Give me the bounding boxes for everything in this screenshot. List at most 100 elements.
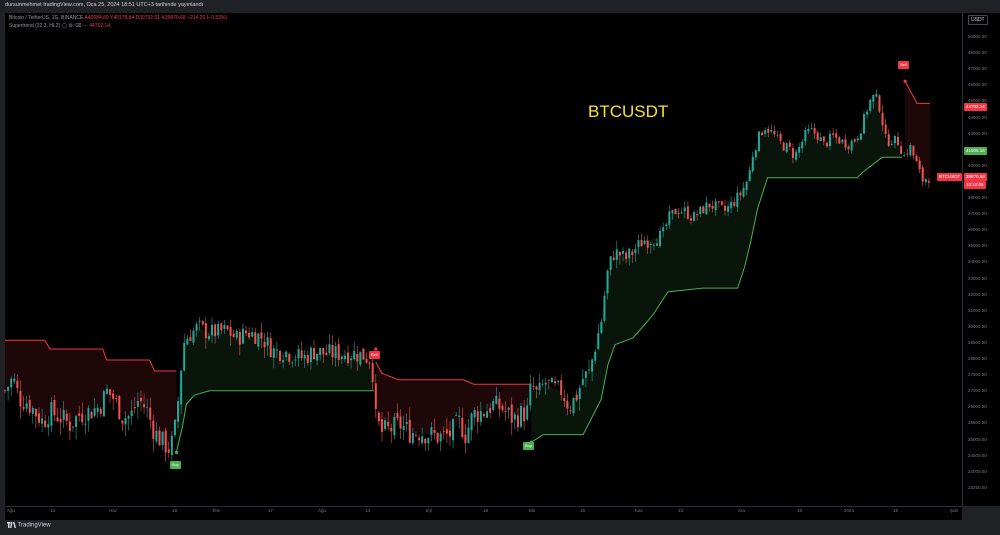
supertrend-fill-2 — [375, 362, 532, 438]
candle-body-241 — [748, 170, 751, 182]
indicator-legend[interactable]: Supertrend (22 3, HL2) ◯ ⚙ ⌫ ⋯ 44702.14 — [9, 23, 110, 29]
candle-body-277 — [859, 133, 862, 140]
candle-body-285 — [884, 124, 887, 135]
candle-body-161 — [501, 405, 504, 411]
candle-body-190 — [591, 359, 594, 372]
candle-body-68 — [214, 324, 217, 337]
candle-body-201 — [625, 252, 628, 259]
candle-body-298 — [924, 178, 927, 183]
candle-body-205 — [637, 240, 640, 247]
time-tick-label: 13 — [678, 508, 684, 513]
candle-body-95 — [297, 348, 300, 359]
candle-body-41 — [130, 410, 133, 417]
candle-body-278 — [863, 114, 866, 134]
candle-body-195 — [606, 270, 609, 294]
candle-body-56 — [177, 401, 180, 422]
price-axis[interactable] — [962, 13, 1000, 506]
candle-body-125 — [390, 427, 393, 432]
supertrend-line-up-3 — [531, 156, 903, 443]
supertrend-upper-tag: 44702.14 — [964, 103, 987, 111]
candle-body-109 — [340, 356, 343, 360]
candle-body-8 — [28, 400, 31, 413]
candle-body-209 — [649, 243, 652, 246]
candle-body-87 — [272, 348, 275, 358]
candle-body-234 — [727, 206, 730, 212]
price-tick-label: 46000.00 — [968, 82, 987, 88]
time-axis[interactable] — [5, 506, 962, 520]
candle-body-81 — [254, 332, 257, 344]
candle-body-142 — [442, 430, 445, 432]
candle-body-13 — [44, 420, 47, 427]
candle-body-292 — [906, 153, 909, 155]
price-tick-label: 37000.00 — [968, 211, 987, 217]
candle-body-80 — [251, 332, 254, 337]
candle-body-19 — [62, 409, 65, 420]
candle-body-183 — [569, 410, 572, 412]
candle-body-107 — [334, 346, 337, 358]
candle-body-272 — [844, 139, 847, 148]
chart-pane[interactable] — [5, 13, 962, 506]
candle-body-17 — [56, 417, 59, 421]
price-tick-label: 44000.00 — [968, 114, 987, 120]
candle-body-43 — [136, 400, 139, 407]
candle-body-148 — [461, 417, 464, 438]
candle-body-137 — [427, 438, 430, 444]
candle-body-16 — [53, 400, 56, 416]
candle-body-131 — [408, 419, 411, 443]
candle-body-63 — [198, 320, 201, 322]
candle-body-64 — [201, 321, 204, 325]
candle-body-50 — [158, 430, 161, 446]
candle-body-156 — [486, 411, 489, 418]
candle-body-76 — [238, 331, 241, 345]
candle-body-236 — [733, 202, 736, 206]
candle-body-86 — [269, 338, 272, 357]
candle-body-296 — [918, 160, 921, 170]
candle-body-33 — [105, 388, 108, 394]
candle-body-136 — [424, 438, 427, 444]
candle-body-140 — [436, 432, 439, 443]
candle-body-182 — [566, 400, 569, 409]
candle-body-187 — [581, 378, 584, 385]
price-tick-label: 36000.00 — [968, 227, 987, 233]
supertrend-line-down-2 — [375, 361, 532, 385]
candle-body-211 — [655, 243, 658, 246]
time-tick-label: Eki — [529, 508, 536, 513]
price-tick-label: 38000.00 — [968, 195, 987, 200]
symbol-legend[interactable]: Bitcoin / TetherUS, 1G, BINANCE A40084.8… — [9, 15, 227, 21]
candle-body-46 — [146, 407, 149, 409]
candle-body-25 — [81, 413, 84, 423]
candle-body-264 — [819, 137, 822, 142]
candle-body-253 — [785, 143, 788, 152]
price-tick-label: 24500.00 — [968, 452, 987, 458]
candle-body-297 — [921, 167, 924, 182]
buy-signal-label-2: Buy — [523, 442, 534, 450]
candle-body-170 — [529, 383, 532, 406]
candle-body-122 — [380, 419, 383, 432]
tradingview-logo-icon — [7, 522, 16, 528]
candle-body-94 — [294, 359, 297, 361]
candle-body-23 — [75, 416, 78, 427]
candle-body-227 — [705, 202, 708, 215]
currency-button[interactable]: USDT — [968, 15, 988, 25]
candle-body-168 — [523, 407, 526, 422]
candle-body-7 — [25, 403, 28, 409]
candle-body-216 — [671, 210, 674, 214]
symbol-name: Bitcoin / TetherUS, 1G, BINANCE — [9, 15, 84, 21]
watermark-symbol: BTCUSDT — [588, 102, 669, 121]
candle-body-251 — [779, 133, 782, 142]
indicator-icons[interactable]: ◯ ⚙ ⌫ ⋯ — [61, 23, 88, 29]
price-tick-label: 43000.00 — [968, 130, 987, 136]
candle-body-226 — [702, 206, 705, 214]
candle-body-246 — [764, 130, 767, 134]
price-tick-label: 34000.00 — [968, 259, 987, 265]
candle-body-174 — [541, 383, 544, 385]
candle-body-249 — [773, 131, 776, 135]
candle-body-286 — [887, 134, 890, 146]
candle-body-228 — [708, 203, 711, 208]
candle-body-219 — [680, 212, 683, 214]
candle-body-191 — [594, 351, 597, 361]
candle-body-101 — [316, 353, 319, 361]
candle-body-110 — [343, 355, 346, 360]
countdown-tag: 10:10:06 — [964, 181, 986, 189]
supertrend-line-up-1 — [175, 390, 374, 453]
